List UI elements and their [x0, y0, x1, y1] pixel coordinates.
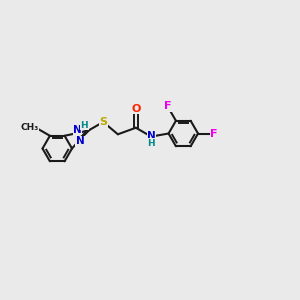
Text: O: O — [131, 103, 140, 114]
Text: CH₃: CH₃ — [20, 123, 38, 132]
Text: F: F — [210, 128, 218, 139]
Text: N: N — [147, 131, 156, 141]
Text: N: N — [73, 125, 82, 135]
Text: H: H — [147, 139, 155, 148]
Text: F: F — [164, 101, 171, 111]
Text: N: N — [76, 136, 85, 146]
Text: H: H — [80, 121, 88, 130]
Text: S: S — [99, 117, 107, 127]
